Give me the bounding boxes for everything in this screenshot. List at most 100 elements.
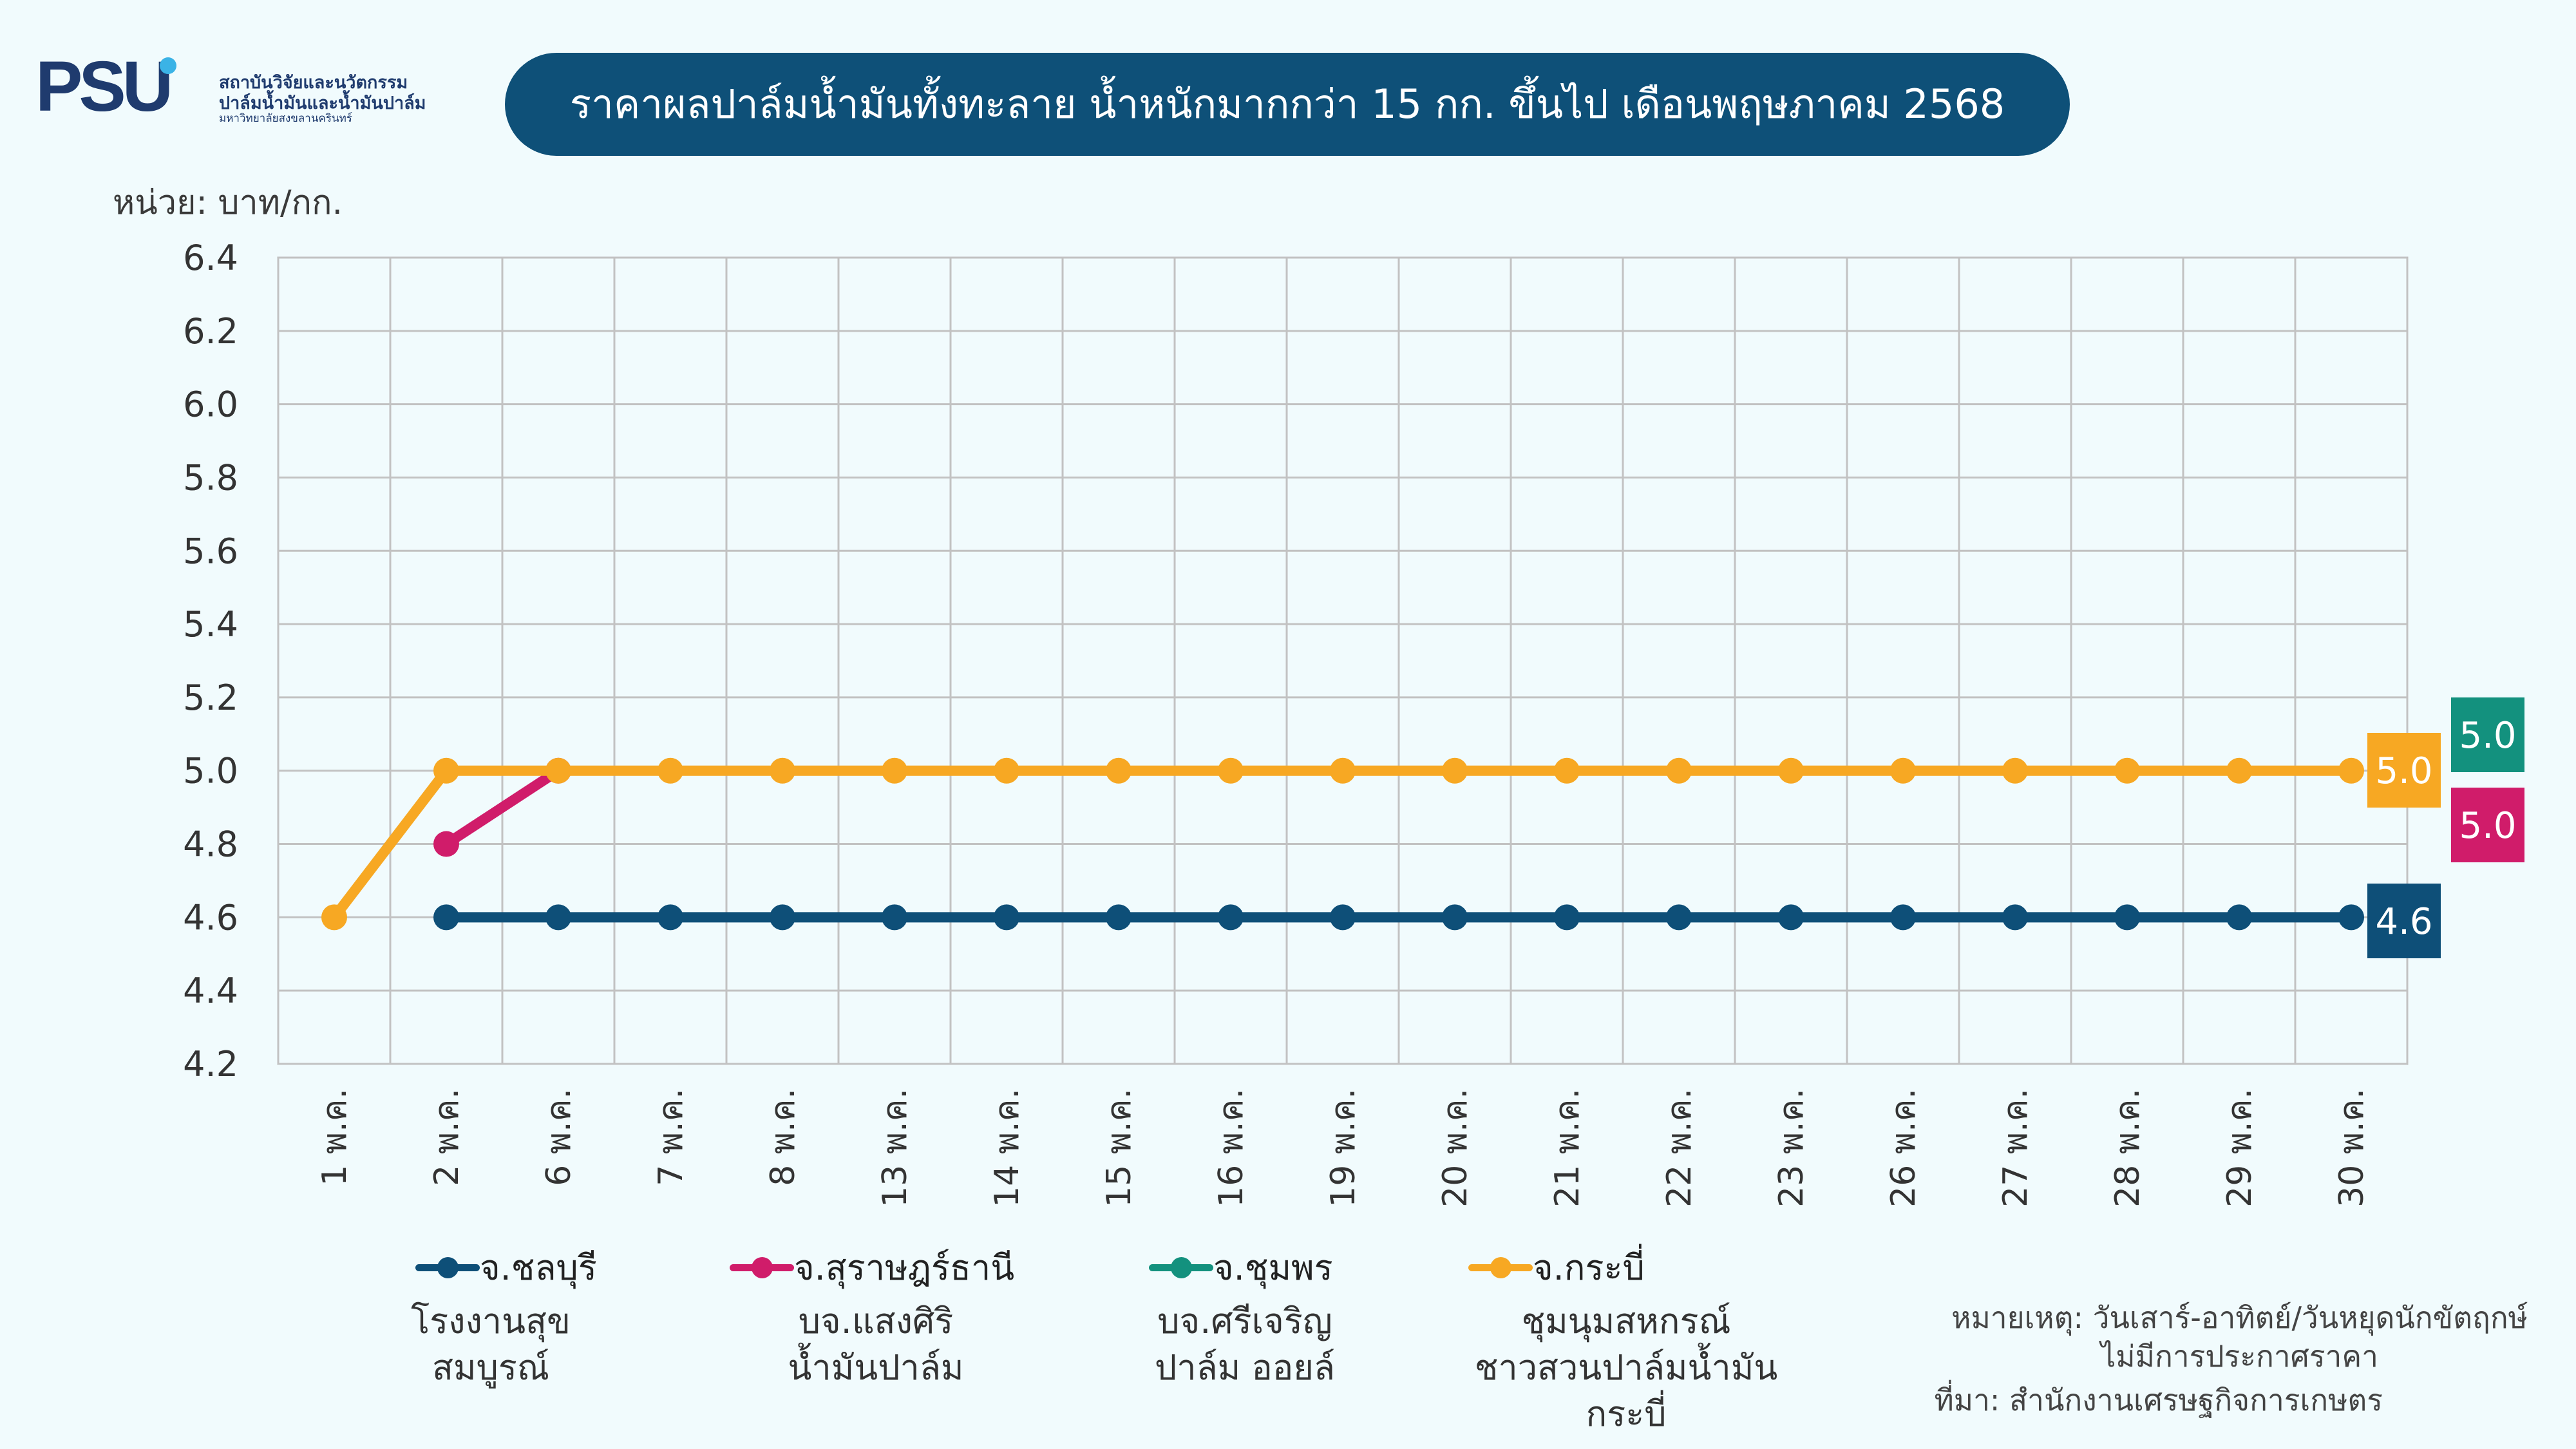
data-point <box>770 757 795 784</box>
legend-sub-surat: บจ.แสงศิริน้ำมันปาล์ม <box>696 1298 1056 1391</box>
y-tick-label: 4.6 <box>183 897 238 938</box>
legend-swatch-chonburi <box>415 1242 480 1293</box>
legend-item-surat: จ.สุราษฎร์ธานี <box>730 1242 1014 1293</box>
legend-sub-line: บจ.ศรีเจริญ <box>1157 1301 1332 1341</box>
end-label: 5.0 <box>2459 805 2516 847</box>
data-point <box>1106 904 1132 931</box>
data-point <box>433 831 459 857</box>
legend-sub-chonburi: โรงงานสุข สมบูรณ์ <box>310 1298 671 1391</box>
y-tick-label: 5.4 <box>183 604 238 645</box>
y-tick-label: 5.8 <box>183 457 238 498</box>
y-tick-label: 4.2 <box>183 1044 238 1084</box>
y-tick-label: 6.2 <box>183 311 238 352</box>
x-tick-label: 20 พ.ค. <box>1436 1088 1475 1208</box>
x-tick-label: 29 พ.ค. <box>2221 1088 2259 1208</box>
x-tick-label: 13 พ.ค. <box>876 1088 914 1208</box>
x-tick-label: 19 พ.ค. <box>1324 1088 1363 1208</box>
y-tick-label: 5.6 <box>183 531 238 571</box>
note-line-2: ไม่มีการประกาศราคา <box>2101 1339 2378 1374</box>
legend-label-surat: จ.สุราษฎร์ธานี <box>794 1247 1015 1288</box>
legend-sub-line: ชุมนุมสหกรณ์ <box>1521 1301 1731 1341</box>
data-point <box>658 757 683 784</box>
legend-label-krabi: จ.กระบี่ <box>1533 1247 1645 1288</box>
data-point <box>1106 757 1132 784</box>
logo-line-2: ปาล์มน้ำมันและน้ำมันปาล์ม <box>219 93 426 113</box>
data-point <box>1666 757 1692 784</box>
legend-swatch-surat <box>730 1242 794 1293</box>
legend-item-chumphon: จ.ชุมพร <box>1149 1242 1333 1293</box>
psu-logo-mark: PSU <box>35 52 176 126</box>
data-point <box>994 757 1019 784</box>
legend-label-chonburi: จ.ชลบุรี <box>480 1247 597 1288</box>
legend-swatch-chumphon <box>1149 1242 1213 1293</box>
title-banner: ราคาผลปาล์มน้ำมันทั้งทะลาย น้ำหนักมากกว่… <box>505 53 2070 156</box>
legend-sub-line: ปาล์ม ออยล์ <box>1154 1347 1336 1388</box>
chart-title: ราคาผลปาล์มน้ำมันทั้งทะลาย น้ำหนักมากกว่… <box>569 80 2005 128</box>
data-point <box>2338 904 2364 931</box>
data-point <box>1890 757 1916 784</box>
end-label-box <box>2367 733 2441 808</box>
data-point <box>1554 904 1580 931</box>
data-point <box>321 904 347 931</box>
x-tick-label: 7 พ.ค. <box>652 1088 690 1186</box>
legend-sub-line: โรงงานสุข <box>411 1301 571 1341</box>
data-point <box>2114 757 2140 784</box>
data-point <box>882 757 907 784</box>
data-point <box>1666 904 1692 931</box>
x-tick-label: 6 พ.ค. <box>540 1088 578 1186</box>
data-point <box>2226 757 2252 784</box>
x-tick-label: 15 พ.ค. <box>1100 1088 1139 1208</box>
psu-logo-text: PSU <box>35 52 169 126</box>
data-point <box>545 757 571 784</box>
psu-logo-dot <box>160 57 176 74</box>
data-point <box>2002 904 2028 931</box>
legend-item-krabi: จ.กระบี่ <box>1468 1242 1645 1293</box>
y-tick-label: 4.4 <box>183 971 238 1011</box>
data-point <box>1778 904 1804 931</box>
data-point <box>1442 904 1468 931</box>
x-tick-label: 23 พ.ค. <box>1772 1088 1811 1208</box>
x-tick-label: 2 พ.ค. <box>428 1088 466 1186</box>
y-tick-label: 5.2 <box>183 677 238 718</box>
legend-sub-line: น้ำมันปาล์ม <box>788 1347 964 1388</box>
data-point <box>1778 757 1804 784</box>
end-label: 5.0 <box>2459 715 2516 757</box>
y-tick-label: 5.0 <box>183 751 238 791</box>
x-tick-label: 28 พ.ค. <box>2108 1088 2147 1208</box>
x-tick-label: 26 พ.ค. <box>1884 1088 1923 1208</box>
end-label: 4.6 <box>2375 901 2432 943</box>
legend-label-chumphon: จ.ชุมพร <box>1213 1247 1333 1288</box>
data-point <box>770 904 795 931</box>
data-point <box>1330 757 1356 784</box>
data-point <box>1554 757 1580 784</box>
psu-logo: PSU สถาบันวิจัยและนวัตกรรม ปาล์มน้ำมันแล… <box>35 52 426 129</box>
logo-line-1: สถาบันวิจัยและนวัตกรรม <box>219 73 408 93</box>
y-tick-label: 4.8 <box>183 824 238 865</box>
plot-area <box>277 256 2409 1065</box>
data-point <box>2114 904 2140 931</box>
source-note: ที่มา: สำนักงานเศรษฐกิจการเกษตร <box>1934 1383 2383 1417</box>
data-point <box>2002 757 2028 784</box>
y-tick-label: 6.0 <box>183 384 238 425</box>
data-point <box>545 904 571 931</box>
data-point <box>1330 904 1356 931</box>
data-point <box>433 904 459 931</box>
x-tick-label: 21 พ.ค. <box>1548 1088 1587 1208</box>
x-tick-label: 22 พ.ค. <box>1660 1088 1699 1208</box>
end-label-box <box>2451 697 2524 772</box>
x-tick-label: 1 พ.ค. <box>316 1088 354 1186</box>
data-point <box>658 904 683 931</box>
legend-sub-line: บจ.แสงศิริ <box>798 1301 954 1341</box>
x-tick-label: 30 พ.ค. <box>2333 1088 2371 1208</box>
series-line <box>441 765 564 849</box>
data-point <box>1442 757 1468 784</box>
data-point <box>882 904 907 931</box>
x-tick-label: 27 พ.ค. <box>1996 1088 2035 1208</box>
end-label-box <box>2367 884 2441 958</box>
x-tick-label: 8 พ.ค. <box>764 1088 802 1186</box>
end-label-box <box>2451 788 2524 862</box>
data-point <box>1218 757 1244 784</box>
legend-sub-chumphon: บจ.ศรีเจริญปาล์ม ออยล์ <box>1065 1298 1425 1391</box>
data-point <box>1890 904 1916 931</box>
